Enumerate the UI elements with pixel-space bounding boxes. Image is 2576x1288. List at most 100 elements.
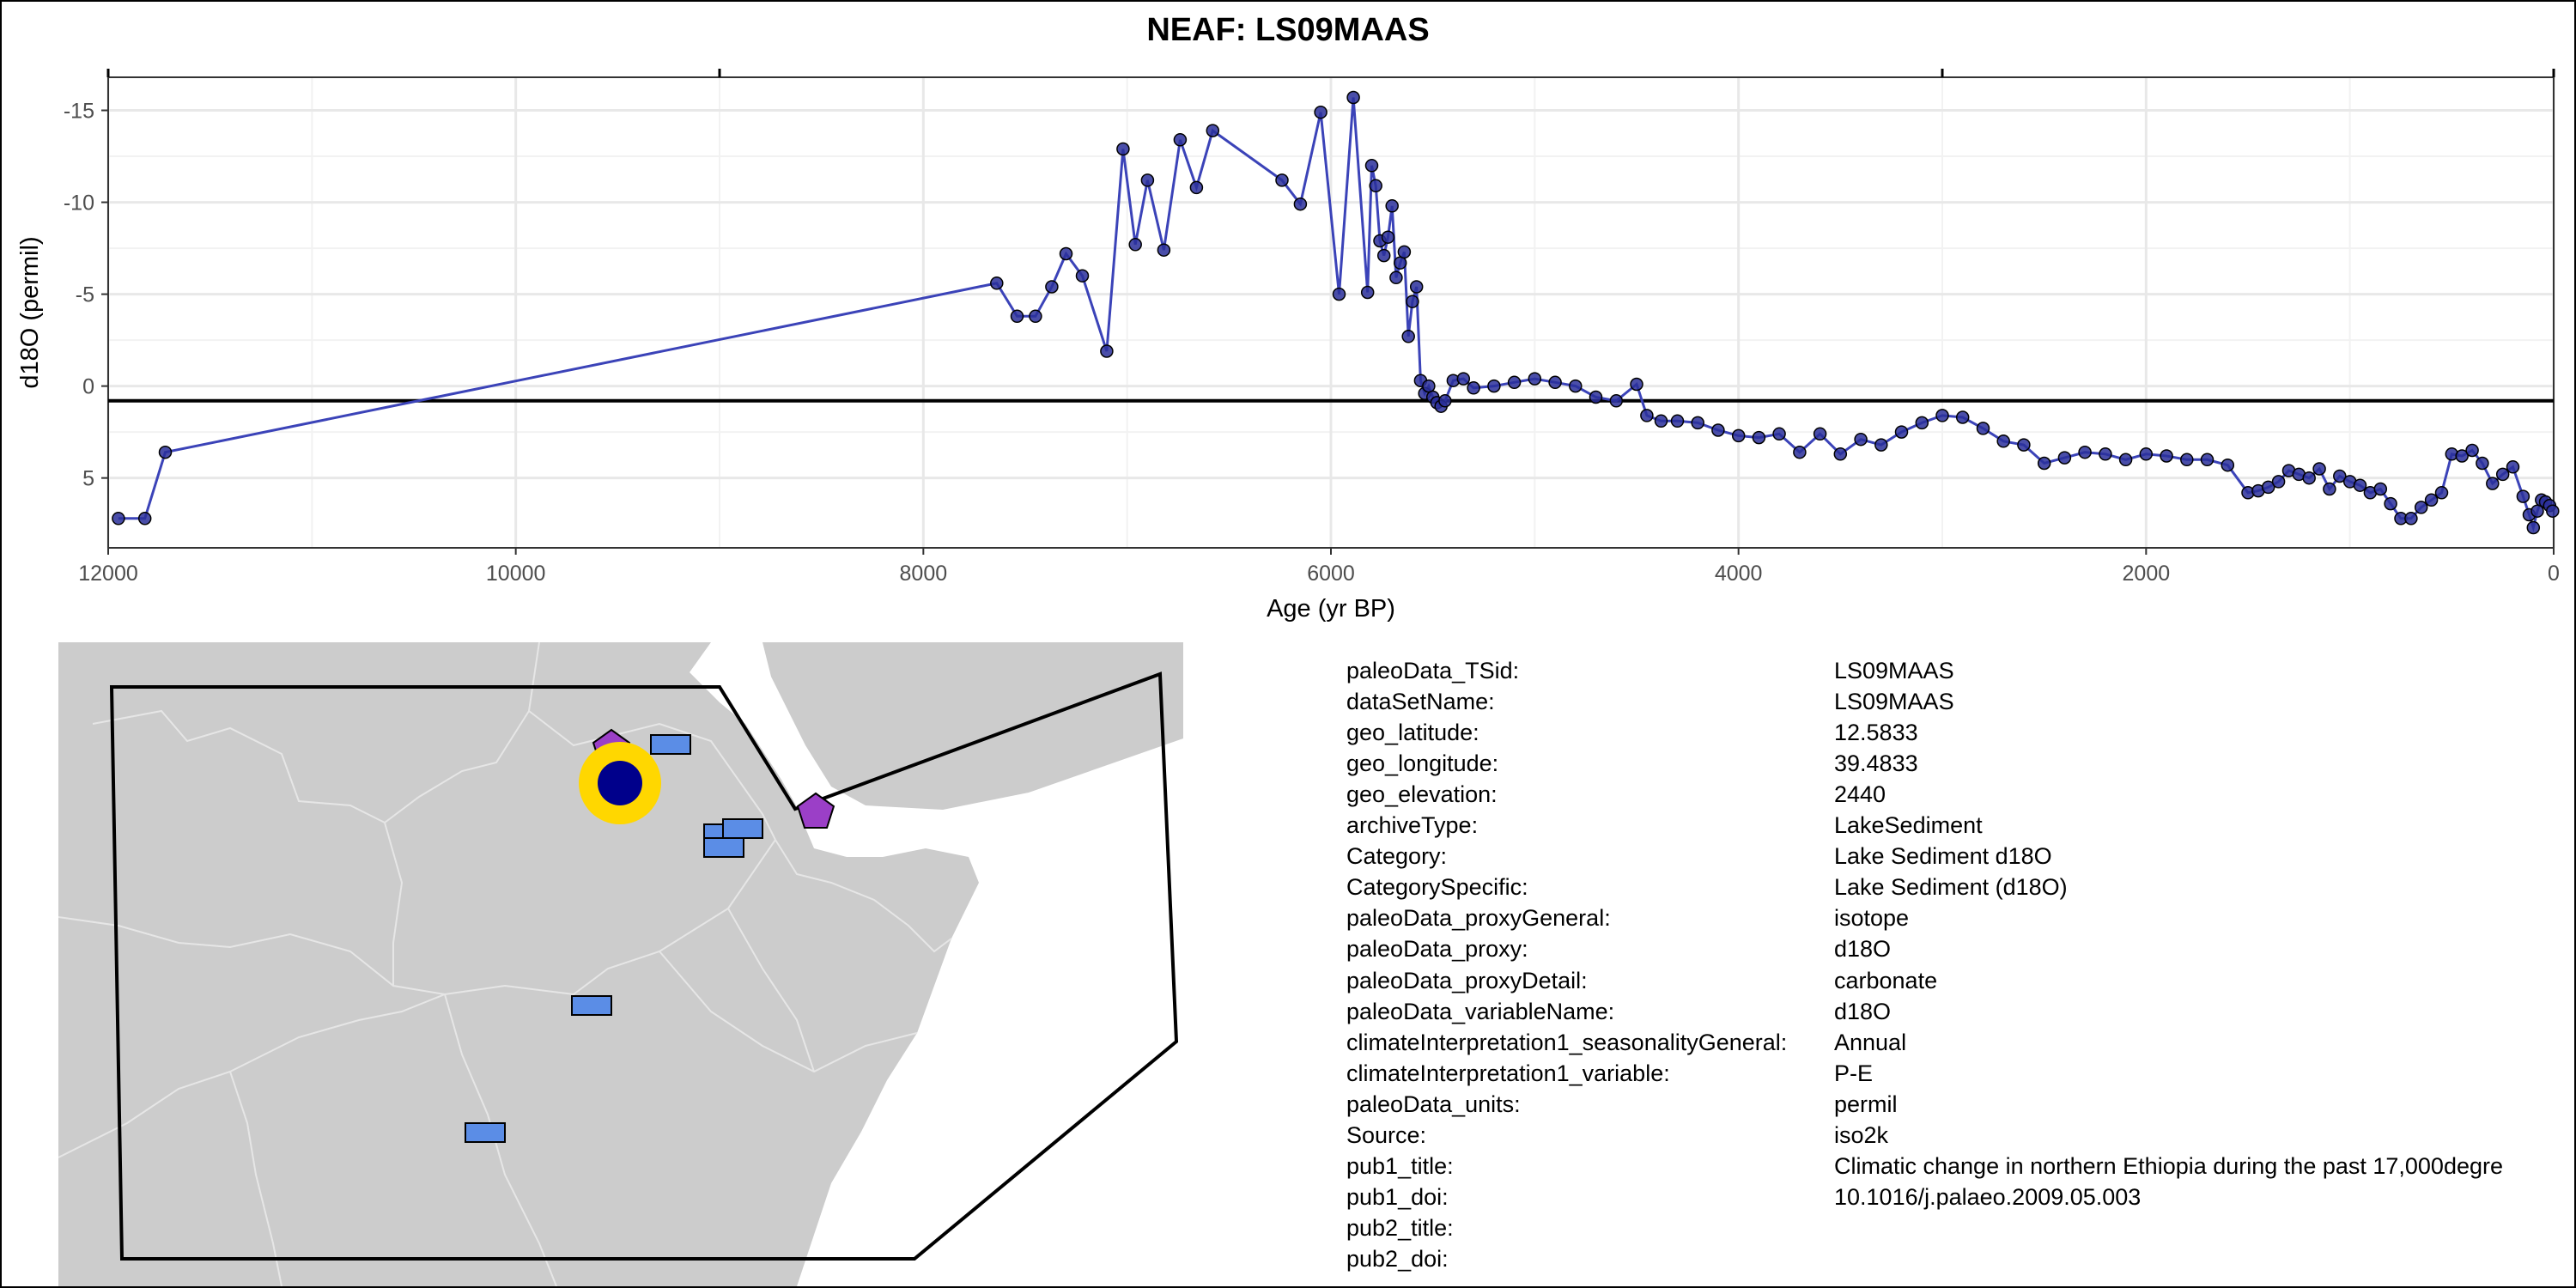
metadata-value: Climatic change in northern Ethiopia dur… [1834,1152,2504,1179]
metadata-value: LS09MAAS [1834,658,1954,683]
grid-major [106,77,2555,548]
metadata-key: climateInterpretation1_seasonalityGenera… [1346,1029,1788,1055]
data-point [2057,451,2072,465]
x-tick-label: 10000 [486,562,546,586]
data-point [1630,377,1643,392]
data-point [1976,422,1990,435]
data-point [2017,438,2031,452]
data-point [1935,409,1949,422]
africa-landmass [58,642,979,1286]
data-point [1752,430,1766,445]
data-point [2160,449,2173,463]
metadata-key: paleoData_proxy: [1346,936,1528,963]
data-point [1059,246,1073,261]
top-axis-ticks [106,69,2555,77]
metadata-key: Source: [1346,1121,1427,1148]
metadata-value: LS09MAAS [1834,689,1954,715]
data-point [2333,469,2347,483]
data-point [1833,447,1848,461]
data-point [2261,480,2275,495]
metadata-key: geo_latitude: [1346,720,1479,746]
data-point [1360,285,1375,300]
metadata-key: paleoData_variableName: [1346,998,1615,1024]
data-point [2099,447,2112,461]
data-point [2200,453,2215,467]
metadata-value: 39.4833 [1834,750,1918,777]
data-point [1609,394,1624,408]
metadata-key: paleoData_units: [1346,1091,1521,1117]
x-tick-label: 8000 [900,562,948,586]
metadata-key: geo_elevation: [1346,781,1498,808]
data-point [1955,410,1970,424]
data-point [1075,269,1090,283]
data-point [1100,344,1114,358]
site-marker-rect [650,734,691,755]
metadata-value: 12.5833 [1834,720,1918,746]
x-axis: 12000 10000 8000 6000 4000 2000 0 [78,548,2560,586]
data-point [2424,493,2439,507]
y-axis-label: d18O (permil) [16,236,44,388]
data-point [158,445,173,459]
site-marker-rect [571,995,612,1016]
data-point [2465,443,2479,458]
data-point [2455,449,2469,463]
data-point [1670,414,1685,428]
metadata-value: P-E [1834,1060,1874,1086]
data-point [2486,477,2500,490]
metadata-value: d18O [1834,998,1892,1024]
data-point [2139,447,2154,461]
data-point [2516,489,2530,503]
site-location-core [598,761,642,805]
data-point [2404,512,2418,526]
data-point [2434,486,2449,500]
metadata-key: pub1_title: [1346,1152,1454,1179]
data-point [1507,375,1522,390]
data-point [137,512,152,526]
data-point [1548,375,1562,390]
data-points [112,90,2560,535]
location-map [58,642,1183,1286]
data-point [1467,381,1480,395]
data-point [1397,245,1412,259]
y-tick-label: -15 [64,100,94,124]
data-point [1189,180,1204,195]
metadata-key: climateInterpretation1_variable: [1346,1060,1670,1086]
x-axis-label: Age (yr BP) [1267,595,1395,623]
metadata-key: geo_longitude: [1346,750,1499,777]
data-point [1173,133,1188,147]
data-point [112,512,125,526]
data-point [2180,453,2194,467]
data-point [1206,124,1220,137]
metadata-key: paleoData_TSid: [1346,658,1520,683]
data-point [2118,453,2133,467]
data-point [1569,379,1583,393]
metadata-value: 10.1016/j.palaeo.2009.05.003 [1834,1183,2142,1210]
data-point [1406,295,1419,308]
chart-title: NEAF: LS09MAAS [1146,12,1430,48]
data-point [1314,105,1327,119]
data-point [1528,372,1542,386]
metadata-value: Lake Sediment d18O [1834,843,2052,870]
data-point [1691,416,1704,430]
metadata-value: carbonate [1834,967,1938,993]
data-point [1275,173,1289,187]
data-point [1487,379,1501,393]
data-point [1389,270,1403,285]
metadata-key: dataSetName: [1346,689,1495,715]
metadata-key: pub2_doi: [1346,1245,1449,1272]
data-point [1654,414,1668,428]
metadata-table: paleoData_TSid: LS09MAAS dataSetName: LS09M… [1346,658,2576,1285]
data-point [2526,520,2541,535]
metadata-value: LakeSediment [1834,812,1983,839]
metadata-key: Category: [1346,843,1448,870]
y-axis: -15 -10 -5 0 5 [64,100,108,491]
x-tick-label: 2000 [2123,562,2171,586]
data-point [1045,280,1059,294]
metadata-value: isotope [1834,905,1910,932]
data-point [2271,475,2286,489]
x-tick-label: 12000 [78,562,138,586]
x-tick-label: 4000 [1715,562,1763,586]
data-point [1140,173,1155,187]
data-point [1456,372,1471,386]
